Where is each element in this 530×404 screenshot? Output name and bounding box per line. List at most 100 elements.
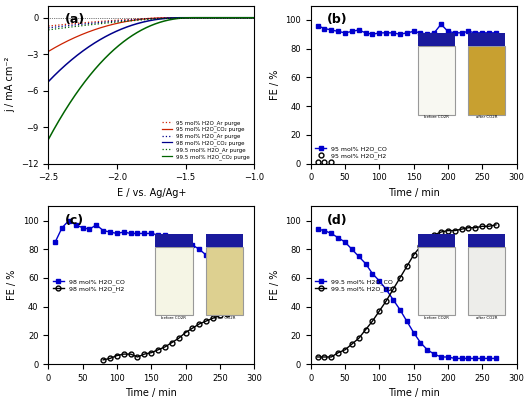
98 mol% H2O_H2 [189, 326, 196, 331]
99.5 mol% H2O_H2 [335, 350, 341, 355]
X-axis label: E / vs. Ag/Ag+: E / vs. Ag/Ag+ [117, 188, 186, 198]
98 mol% H2O_H2 [217, 313, 223, 318]
98 mol% H2O_H2 [155, 347, 161, 352]
99.5 mol% H2O_CO [321, 228, 328, 233]
99.5 mol% H2O_CO [383, 287, 390, 292]
99.5 mol% H2O_H2 [383, 299, 390, 303]
95 mol% H2O_CO [314, 23, 321, 28]
98 mol% H2O_CO [224, 276, 230, 280]
99.5 mol% H2O_CO [465, 356, 472, 361]
95 mol% H2O_CO [424, 32, 430, 37]
99.5 mol% H2O_H2 [424, 237, 430, 242]
99.5 mol% H2O_H2 [465, 225, 472, 230]
Y-axis label: FE / %: FE / % [270, 270, 280, 300]
98 mol% H2O_CO [121, 229, 127, 234]
98 mol% H2O_H2 [210, 316, 216, 321]
98 mol% H2O_H2 [107, 356, 113, 361]
98 mol% H2O_CO [127, 231, 134, 236]
99.5 mol% H2O_CO [493, 356, 499, 361]
98 mol% H2O_CO [141, 231, 147, 236]
95 mol% H2O_CO [403, 30, 410, 35]
Line: 98 mol% H2O_CO: 98 mol% H2O_CO [53, 218, 236, 288]
99.5 mol% H2O_CO [424, 347, 430, 352]
98 mol% H2O_CO [189, 242, 196, 247]
Text: (a): (a) [65, 13, 85, 26]
95 mol% H2O_CO [363, 30, 369, 35]
99.5 mol% H2O_H2 [390, 287, 396, 292]
Text: (b): (b) [327, 13, 348, 26]
95 mol% H2O_H2 [328, 160, 334, 164]
98 mol% H2O_CO [162, 232, 168, 237]
98 mol% H2O_CO [203, 252, 209, 257]
98 mol% H2O_CO [114, 231, 120, 236]
99.5 mol% H2O_CO [486, 356, 492, 361]
99.5 mol% H2O_CO [342, 240, 348, 244]
98 mol% H2O_H2 [169, 340, 175, 345]
99.5 mol% H2O_CO [479, 356, 485, 361]
98 mol% H2O_CO [80, 225, 86, 230]
99.5 mol% H2O_CO [458, 356, 465, 361]
99.5 mol% H2O_CO [356, 254, 362, 259]
Line: 95 mol% H2O_CO: 95 mol% H2O_CO [315, 22, 498, 37]
95 mol% H2O_CO [321, 26, 328, 31]
99.5 mol% H2O_H2 [458, 227, 465, 231]
99.5 mol% H2O_CO [403, 319, 410, 324]
98 mol% H2O_CO [66, 218, 72, 223]
98 mol% H2O_H2 [121, 352, 127, 357]
98 mol% H2O_H2 [127, 352, 134, 357]
99.5 mol% H2O_CO [452, 356, 458, 361]
Legend: 99.5 mol% H2O_CO, 99.5 mol% H2O_H2: 99.5 mol% H2O_CO, 99.5 mol% H2O_H2 [314, 277, 394, 293]
95 mol% H2O_CO [417, 30, 423, 35]
99.5 mol% H2O_CO [349, 247, 355, 252]
98 mol% H2O_CO [73, 223, 79, 227]
99.5 mol% H2O_CO [417, 340, 423, 345]
99.5 mol% H2O_H2 [431, 232, 437, 237]
98 mol% H2O_H2 [203, 319, 209, 324]
99.5 mol% H2O_CO [438, 355, 444, 360]
Text: (c): (c) [65, 214, 84, 227]
98 mol% H2O_H2 [231, 310, 237, 315]
95 mol% H2O_CO [328, 27, 334, 32]
99.5 mol% H2O_H2 [472, 225, 479, 230]
99.5 mol% H2O_H2 [410, 252, 417, 257]
99.5 mol% H2O_H2 [445, 228, 451, 233]
99.5 mol% H2O_H2 [376, 309, 383, 314]
95 mol% H2O_CO [472, 30, 479, 35]
99.5 mol% H2O_H2 [328, 355, 334, 360]
99.5 mol% H2O_CO [363, 261, 369, 266]
98 mol% H2O_CO [59, 225, 65, 230]
98 mol% H2O_CO [217, 268, 223, 273]
99.5 mol% H2O_H2 [321, 355, 328, 360]
95 mol% H2O_CO [369, 32, 376, 37]
X-axis label: Time / min: Time / min [125, 388, 177, 398]
99.5 mol% H2O_H2 [342, 347, 348, 352]
99.5 mol% H2O_CO [328, 231, 334, 236]
98 mol% H2O_CO [86, 227, 93, 231]
99.5 mol% H2O_H2 [486, 224, 492, 229]
Text: (d): (d) [327, 214, 348, 227]
99.5 mol% H2O_CO [376, 278, 383, 283]
95 mol% H2O_CO [335, 29, 341, 34]
98 mol% H2O_H2 [196, 322, 202, 326]
95 mol% H2O_CO [465, 29, 472, 34]
99.5 mol% H2O_H2 [314, 355, 321, 360]
Y-axis label: FE / %: FE / % [7, 270, 17, 300]
Y-axis label: FE / %: FE / % [270, 69, 280, 100]
Legend: 98 mol% H2O_CO, 98 mol% H2O_H2: 98 mol% H2O_CO, 98 mol% H2O_H2 [51, 277, 126, 293]
99.5 mol% H2O_H2 [363, 327, 369, 332]
95 mol% H2O_CO [356, 27, 362, 32]
98 mol% H2O_CO [182, 240, 189, 244]
98 mol% H2O_H2 [141, 352, 147, 357]
99.5 mol% H2O_H2 [417, 244, 423, 249]
95 mol% H2O_CO [376, 30, 383, 35]
95 mol% H2O_CO [390, 30, 396, 35]
98 mol% H2O_CO [100, 228, 107, 233]
95 mol% H2O_CO [458, 30, 465, 35]
95 mol% H2O_CO [349, 29, 355, 34]
98 mol% H2O_CO [52, 240, 58, 244]
99.5 mol% H2O_H2 [438, 229, 444, 234]
99.5 mol% H2O_H2 [493, 223, 499, 227]
99.5 mol% H2O_CO [431, 352, 437, 357]
Line: 99.5 mol% H2O_H2: 99.5 mol% H2O_H2 [315, 223, 498, 360]
95 mol% H2O_CO [397, 32, 403, 37]
